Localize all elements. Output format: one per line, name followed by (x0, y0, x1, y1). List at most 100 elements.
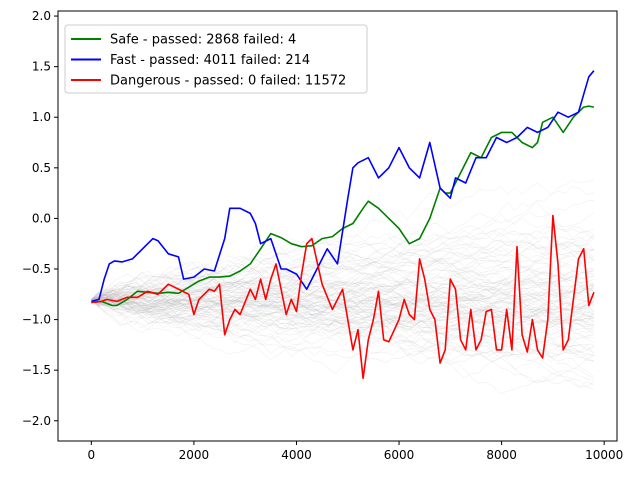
series-layer (91, 70, 595, 380)
background-trace (91, 299, 594, 329)
background-trace (91, 269, 594, 307)
x-tick-label: 4000 (281, 448, 312, 462)
background-trace (91, 280, 595, 302)
background-trace (91, 296, 594, 335)
background-trace (91, 288, 594, 330)
y-tick-label: −1.5 (22, 363, 51, 377)
background-trace (91, 297, 594, 326)
background-trace (91, 281, 594, 317)
background-trace (91, 296, 594, 324)
background-trace (91, 298, 595, 328)
background-trace (91, 228, 594, 307)
y-tick-label: 0.0 (32, 211, 51, 225)
background-trace (91, 288, 594, 335)
background-trace (91, 240, 594, 311)
background-trace (91, 248, 594, 303)
background-trace (91, 276, 594, 307)
background-trace (91, 274, 595, 300)
background-trace (91, 244, 594, 312)
background-trace (91, 299, 595, 375)
x-tick-label: 2000 (179, 448, 210, 462)
background-trace (91, 299, 595, 387)
y-tick-label: −1.0 (22, 313, 51, 327)
background-trace (91, 274, 595, 312)
background-trace (91, 278, 595, 338)
axes-frame (57, 10, 618, 442)
background-trace (91, 279, 595, 377)
y-tick-label: 1.0 (32, 110, 51, 124)
background-trace (91, 299, 594, 358)
background-trace (91, 294, 594, 318)
background-trace (91, 274, 595, 319)
x-tick-label: 10000 (585, 448, 623, 462)
series-line-1 (91, 70, 595, 303)
background-trace (91, 233, 595, 305)
background-trace (91, 289, 594, 363)
background-trace (91, 299, 595, 365)
background-trace (91, 282, 595, 316)
background-trace (91, 297, 595, 331)
background-trace (91, 284, 595, 314)
background-trace (91, 286, 594, 326)
y-tick-label: 0.5 (32, 161, 51, 175)
background-trace (91, 238, 595, 308)
x-tick-label: 6000 (384, 448, 415, 462)
legend: Safe - passed: 2868 failed: 4 Fast - pass… (64, 24, 368, 94)
background-trace (91, 282, 594, 313)
y-tick-label: −2.0 (22, 414, 51, 428)
background-trace (91, 287, 595, 329)
background-trace (91, 296, 594, 325)
background-trace (91, 257, 594, 300)
background-trace (91, 289, 594, 330)
background-trace (91, 227, 595, 308)
background-trace (91, 298, 594, 359)
background-trace (91, 261, 594, 302)
background-trace (91, 243, 595, 300)
background-trace (91, 185, 594, 313)
background-trace (91, 278, 595, 308)
background-trace (91, 299, 594, 327)
background-trace (91, 283, 594, 327)
background-trace (91, 290, 594, 394)
background-trace (91, 294, 594, 313)
background-trace (91, 294, 595, 355)
background-trace (91, 299, 594, 326)
background-trace (91, 286, 595, 334)
background-trace (91, 200, 594, 300)
background-trace (91, 243, 594, 316)
x-axis: 0 2000 4000 6000 8000 10000 (88, 441, 623, 462)
series-line-2 (91, 214, 595, 380)
background-trace (91, 212, 595, 301)
background-trace (91, 281, 594, 316)
background-trace (91, 232, 594, 306)
y-axis: −2.0 −1.5 −1.0 −0.5 0.0 0.5 1.0 1.5 2.0 (22, 9, 58, 428)
x-tick-label: 8000 (486, 448, 517, 462)
background-trace (91, 200, 595, 300)
background-trace (91, 233, 594, 317)
background-trace (91, 294, 594, 324)
background-trace (91, 298, 595, 335)
y-tick-label: −0.5 (22, 262, 51, 276)
background-trace (91, 267, 594, 300)
background-trace (91, 234, 595, 302)
background-trace (91, 253, 595, 332)
background-trace (91, 275, 595, 319)
legend-box (64, 24, 368, 94)
background-trace (91, 270, 595, 309)
background-trace (91, 234, 595, 301)
background-trace (91, 277, 594, 306)
legend-label: Safe - passed: 2868 failed: 4 (110, 33, 296, 48)
background-trace (91, 284, 595, 353)
background-trace (91, 281, 595, 323)
background-trace (91, 297, 594, 322)
background-trace (91, 242, 595, 313)
background-trace (91, 285, 594, 315)
background-trace (91, 298, 595, 353)
background-trace (91, 286, 595, 339)
background-trace (91, 295, 594, 352)
y-tick-label: 1.5 (32, 60, 51, 74)
background-trace (91, 286, 594, 362)
background-trace (91, 261, 595, 316)
background-trace (91, 243, 594, 306)
